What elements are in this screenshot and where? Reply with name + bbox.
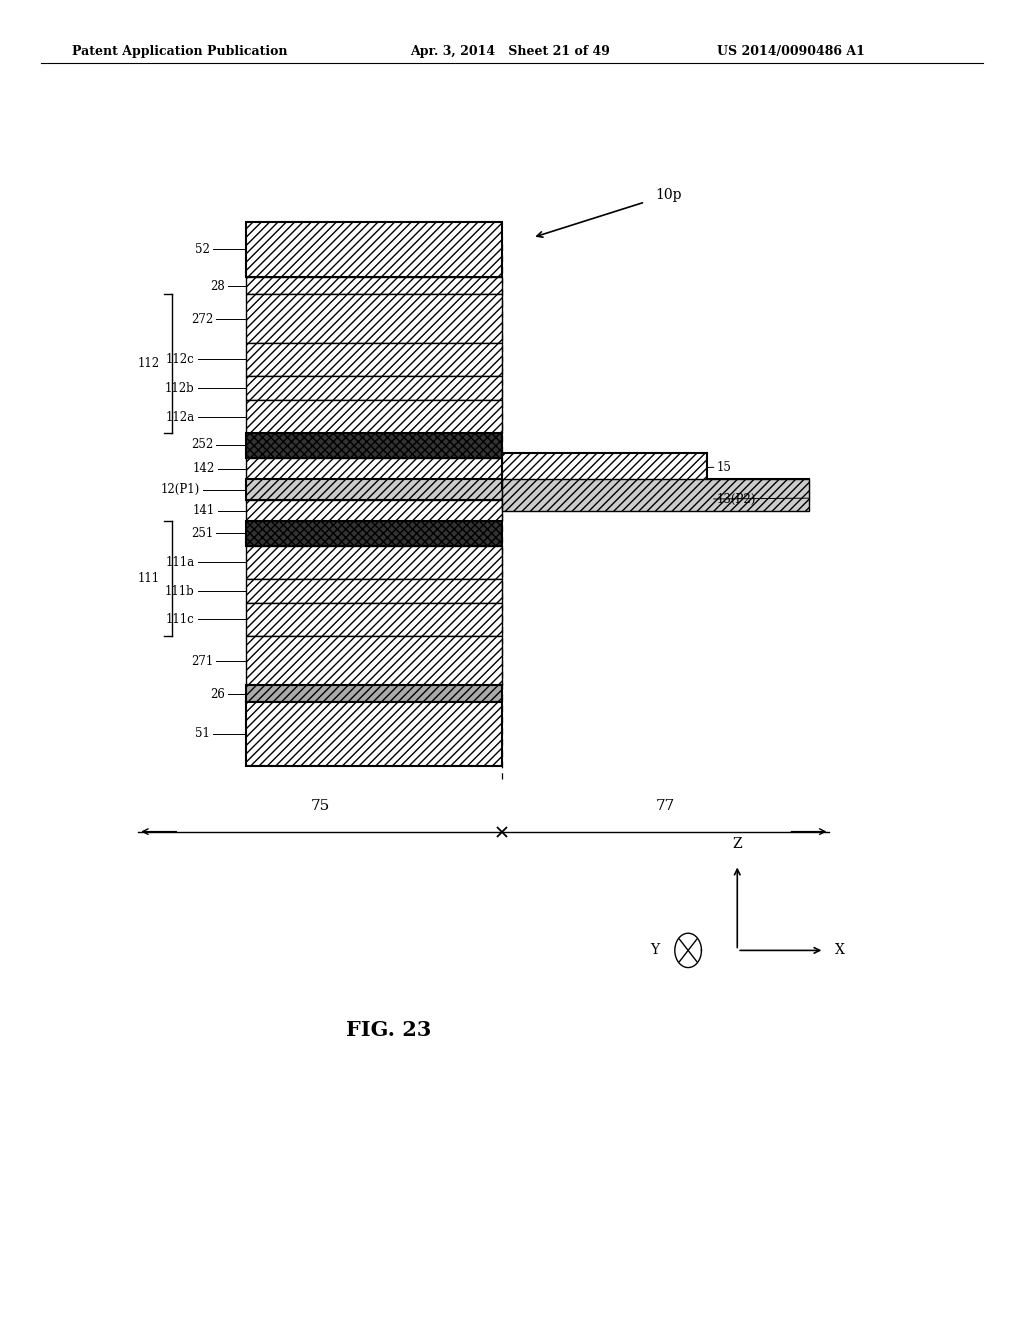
Bar (246, 400, 502, 433)
Bar (246, 546, 502, 579)
Bar (246, 222, 502, 277)
Text: 28: 28 (211, 280, 225, 293)
Bar (246, 636, 502, 685)
Text: 77: 77 (656, 799, 675, 813)
Text: 10p: 10p (655, 189, 682, 202)
Bar (246, 343, 502, 376)
Text: 26: 26 (210, 688, 225, 701)
Text: Patent Application Publication: Patent Application Publication (72, 45, 287, 58)
Text: 52: 52 (195, 243, 210, 256)
Text: 12(P1): 12(P1) (161, 483, 200, 496)
Bar (246, 433, 502, 458)
Bar (246, 294, 502, 343)
Text: 251: 251 (190, 527, 213, 540)
Text: FIG. 23: FIG. 23 (346, 1019, 432, 1040)
Text: 111: 111 (137, 573, 160, 585)
Bar (246, 702, 502, 766)
Bar (246, 603, 502, 636)
Text: 112b: 112b (165, 381, 195, 395)
Text: 111a: 111a (166, 556, 195, 569)
Bar (246, 685, 502, 702)
Text: Y: Y (650, 944, 659, 957)
Text: 111b: 111b (165, 585, 195, 598)
Text: Z: Z (732, 837, 742, 851)
Bar (246, 376, 502, 400)
Text: X: X (835, 944, 845, 957)
Text: 112c: 112c (166, 352, 195, 366)
Bar (246, 277, 502, 294)
Bar (246, 579, 502, 603)
Bar (246, 521, 502, 546)
Bar (246, 458, 502, 479)
Text: 75: 75 (310, 799, 330, 813)
Text: 51: 51 (195, 727, 210, 741)
Text: 112a: 112a (166, 411, 195, 424)
Text: 252: 252 (190, 438, 213, 451)
Bar (246, 479, 809, 500)
Text: 15: 15 (717, 461, 732, 474)
Bar (502, 453, 707, 490)
Text: 111c: 111c (166, 612, 195, 626)
Text: 272: 272 (190, 313, 213, 326)
Text: US 2014/0090486 A1: US 2014/0090486 A1 (717, 45, 864, 58)
Text: 271: 271 (190, 655, 213, 668)
Text: 141: 141 (193, 504, 215, 517)
Bar (502, 479, 809, 511)
Text: 142: 142 (193, 462, 215, 475)
Bar (246, 500, 502, 521)
Text: 13(P2): 13(P2) (717, 492, 756, 506)
Text: 112: 112 (137, 358, 160, 370)
Text: Apr. 3, 2014   Sheet 21 of 49: Apr. 3, 2014 Sheet 21 of 49 (410, 45, 609, 58)
